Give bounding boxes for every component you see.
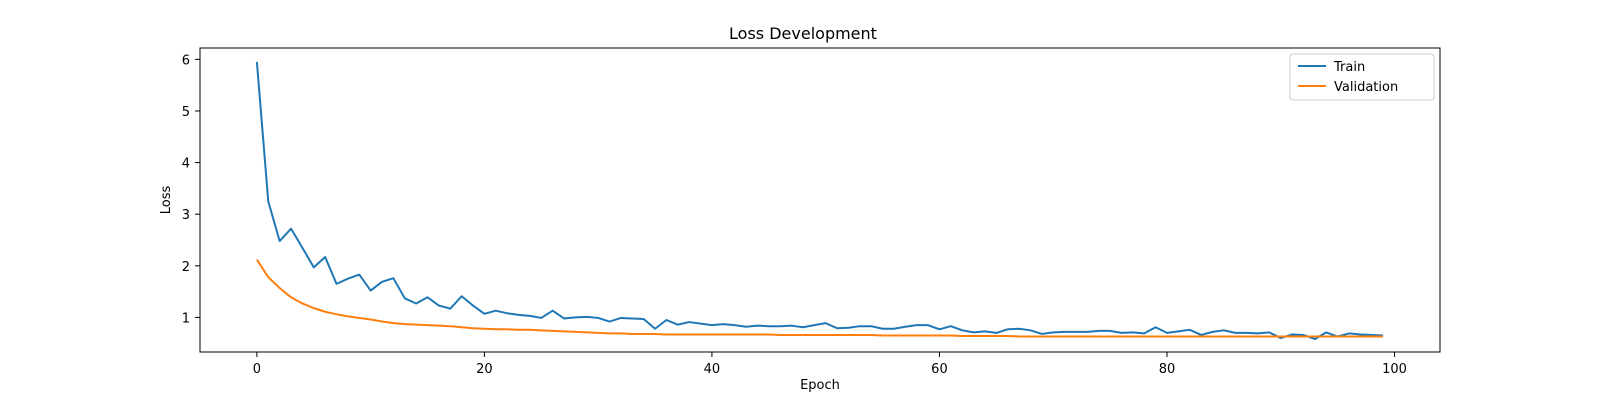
y-tick-label: 6 [182, 53, 190, 68]
y-tick-label: 2 [182, 260, 190, 275]
x-tick-label: 100 [1382, 362, 1407, 377]
x-tick-label: 20 [476, 362, 493, 377]
y-tick-label: 1 [182, 311, 190, 326]
x-tick-label: 60 [931, 362, 948, 377]
x-tick-label: 40 [704, 362, 721, 377]
x-axis-label: Epoch [800, 378, 840, 393]
series-line-validation [256, 259, 1384, 338]
plot-area [200, 48, 1440, 352]
y-axis-label: Loss [159, 186, 174, 215]
series-layer [255, 61, 1384, 341]
legend-label-train: Train [1333, 60, 1365, 75]
y-tick-label: 3 [182, 208, 190, 223]
y-tick-label: 5 [182, 105, 190, 120]
x-tick-label: 0 [253, 362, 261, 377]
legend-label-validation: Validation [1334, 80, 1398, 95]
y-tick-label: 4 [182, 157, 190, 172]
series-line-train [255, 61, 1384, 341]
chart-title: Loss Development [729, 24, 877, 43]
legend: Train Validation [1289, 53, 1435, 101]
x-tick-label: 80 [1159, 362, 1176, 377]
tick-layer: 0 20 40 60 80 100 1 2 3 4 5 6 [182, 53, 1407, 377]
plot-frame [199, 47, 1441, 353]
